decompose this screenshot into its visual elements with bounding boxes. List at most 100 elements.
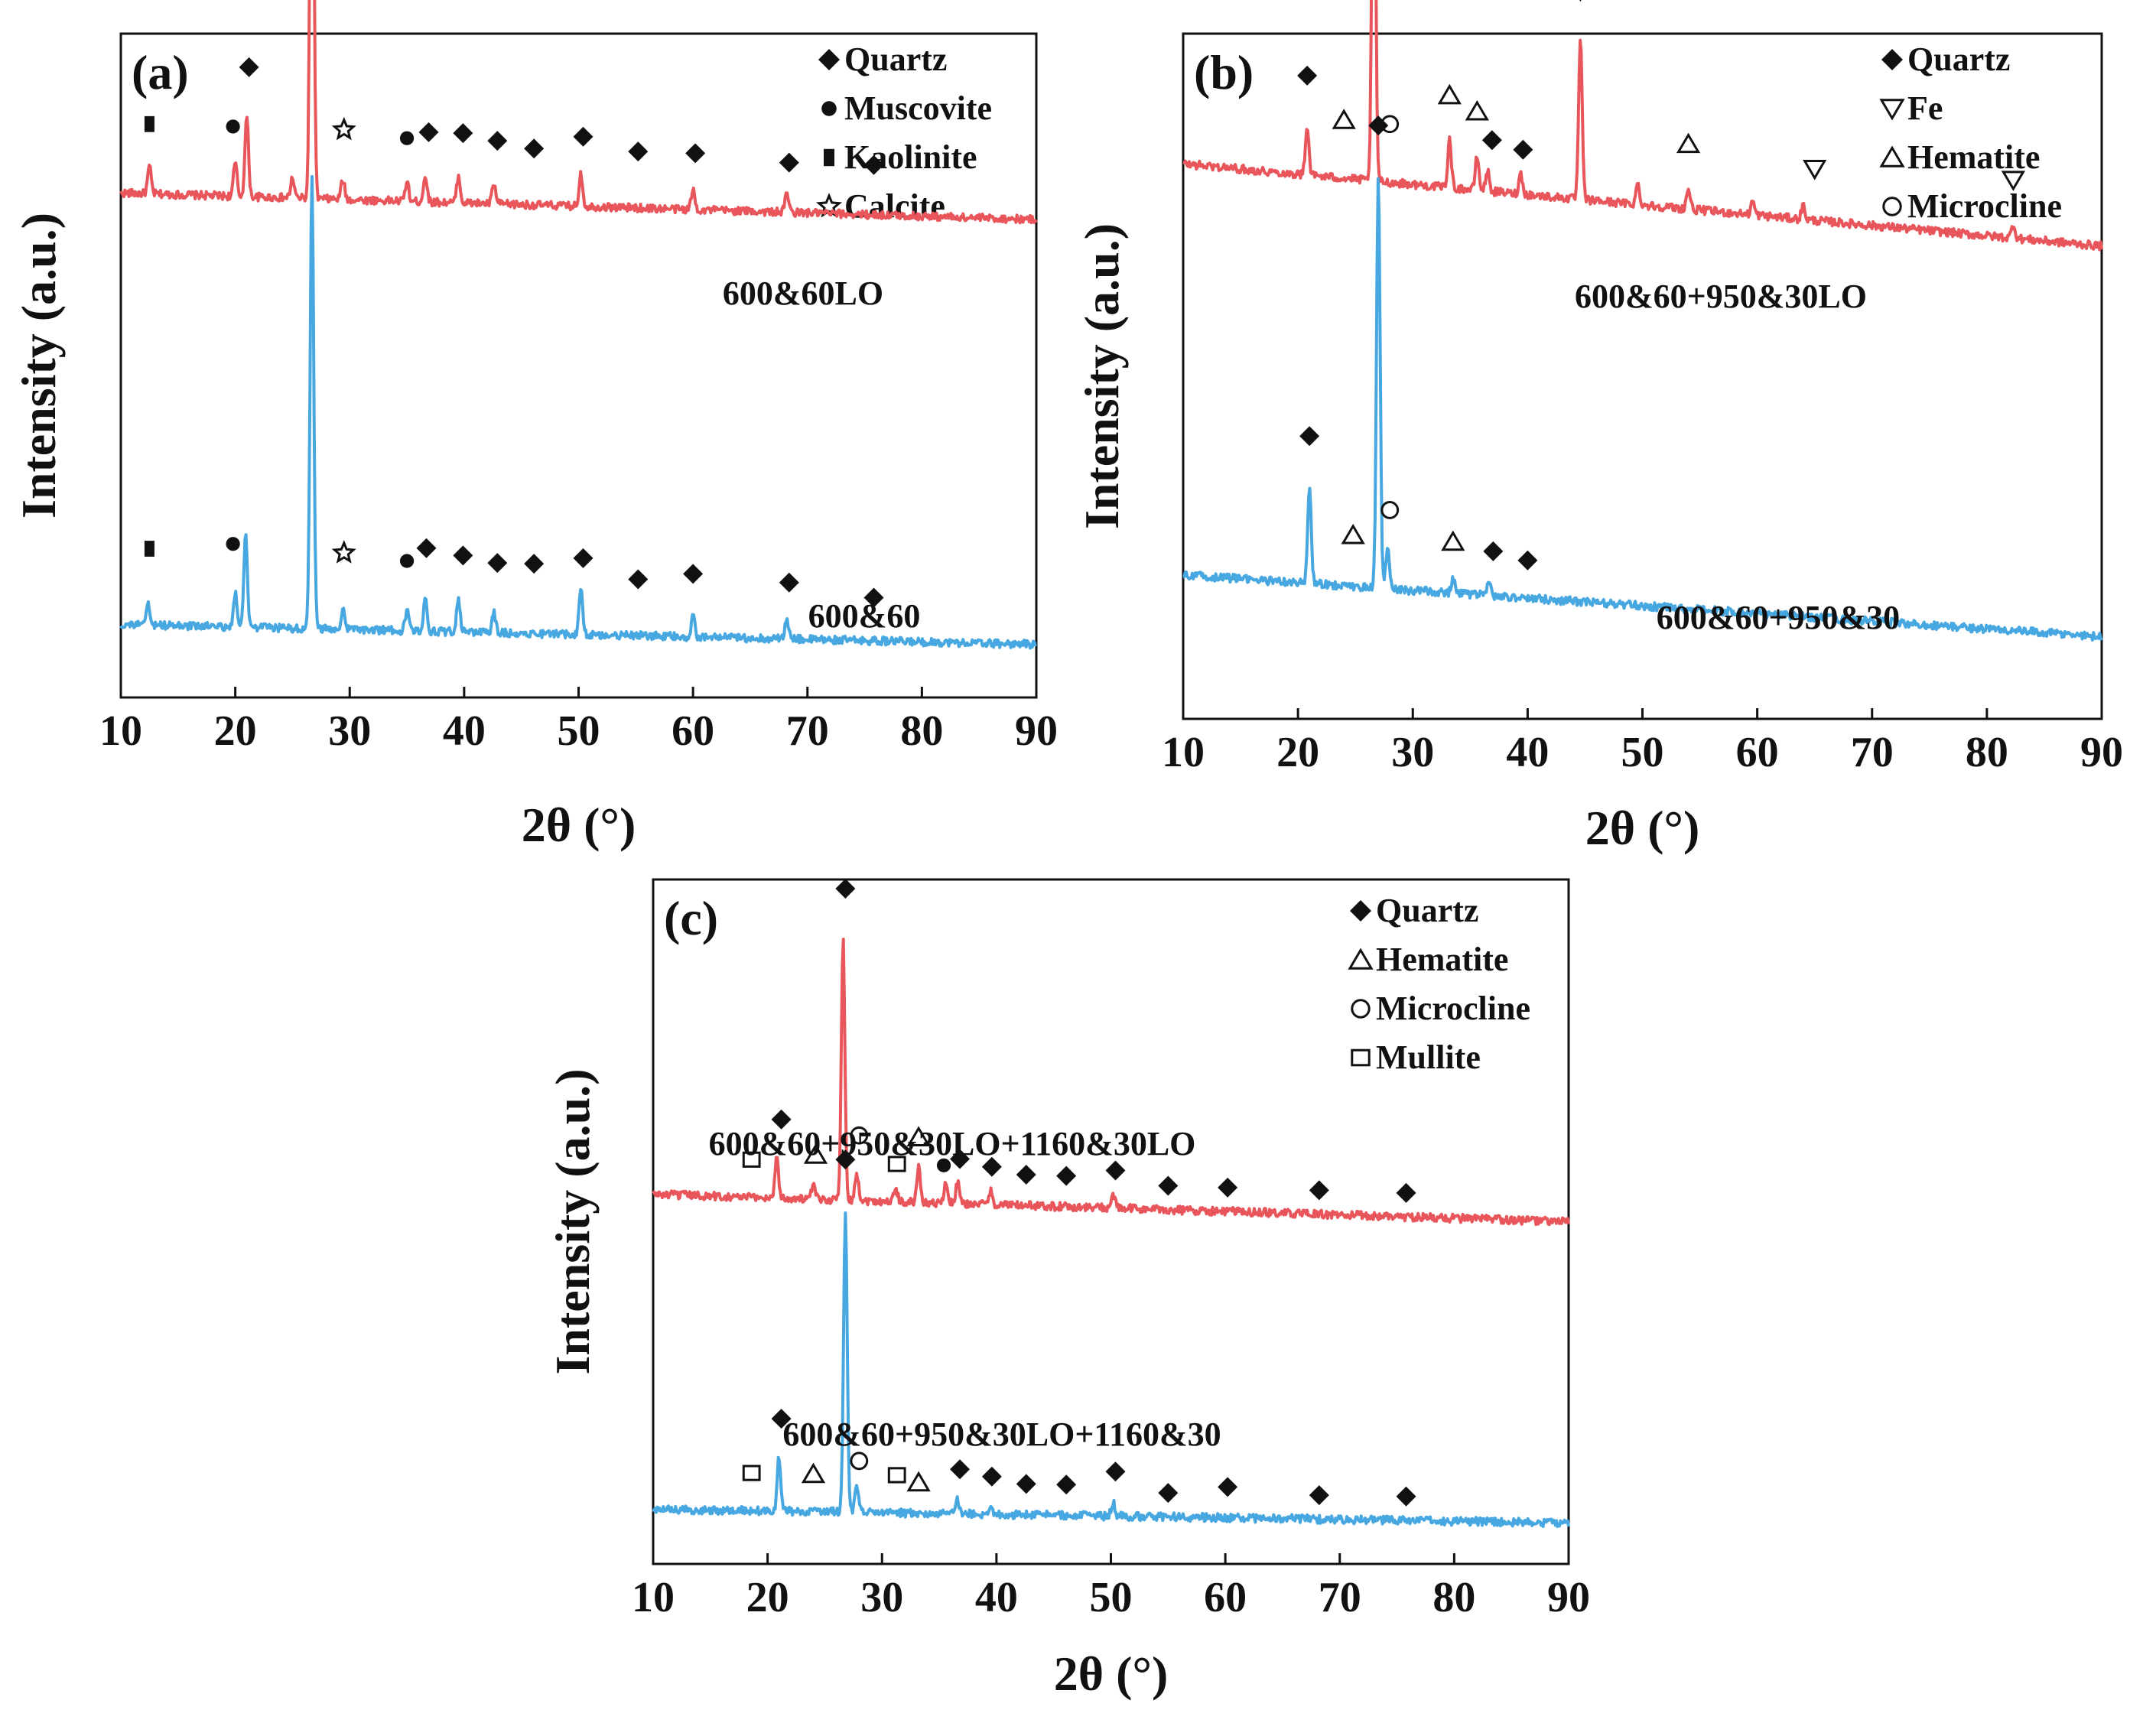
diamond-shape (1396, 1182, 1416, 1203)
series-top: 600&60+950&30LO+1160&30LO (652, 878, 1570, 1227)
quartz-marker-icon (416, 538, 437, 558)
hematite-marker-icon (803, 1143, 828, 1164)
series-bottom: 600&60+950&30LO+1160&30 (652, 1149, 1570, 1529)
box-shape (1351, 1048, 1371, 1067)
quartz-marker-icon (1368, 115, 1389, 136)
quartz-marker-icon (1016, 1474, 1036, 1494)
up-triangle-shape (801, 1462, 826, 1484)
hematite-marker-icon (1332, 109, 1356, 129)
legend: Quartz Fe Hematite Microcline (1879, 41, 2062, 225)
legend-label: Quartz (844, 41, 947, 78)
diamond-shape (524, 138, 545, 159)
quartz-marker-icon (418, 122, 439, 142)
legend-label: Microcline (1376, 990, 1530, 1027)
diamond-shape (1396, 1486, 1416, 1507)
quartz-marker-icon (453, 545, 473, 566)
diamond-shape (628, 569, 649, 590)
quartz-marker-icon (835, 1149, 856, 1170)
ring-shape (850, 1452, 869, 1471)
quartz-marker-icon (1299, 426, 1320, 447)
hematite-marker-icon (1437, 83, 1462, 105)
diamond-shape (628, 141, 649, 162)
quartz-marker-icon (863, 154, 884, 175)
hematite-marker-icon (906, 1471, 931, 1492)
plot-frame (1182, 32, 2103, 720)
x-tick-label: 60 (1736, 729, 1779, 776)
up-triangle-shape (1348, 948, 1374, 970)
x-tick-label: 50 (1090, 1574, 1133, 1621)
ring-shape (850, 1126, 869, 1145)
hematite-marker-icon (1341, 523, 1365, 545)
mullite-marker-icon (887, 1156, 906, 1172)
x-tick-label: 90 (1015, 707, 1058, 755)
diamond-shape (1513, 139, 1533, 160)
xrd-panel-c: 10 20 30 40 50 60 70 80 90 2θ (°) Intensity (a.u.)… (545, 878, 1590, 1701)
fe-marker-icon (1879, 99, 1905, 121)
box-shape (742, 1151, 761, 1168)
legend: Quartz Hematite Microcline Mullite (1348, 892, 1530, 1076)
hematite-marker-icon (906, 1126, 931, 1146)
microcline-marker-icon (850, 1126, 869, 1145)
quartz-marker-icon (835, 878, 856, 899)
quartz-marker-icon (487, 131, 508, 151)
y-axis-title: Intensity (a.u.) (11, 213, 66, 519)
quartz-marker-icon (1105, 1461, 1126, 1482)
diamond-shape (487, 131, 508, 151)
quartz-marker-icon (573, 548, 593, 568)
plot-frame (652, 878, 1570, 1565)
x-tick-label: 90 (1547, 1574, 1590, 1621)
xrd-pattern-line (119, 0, 1038, 225)
mullite-marker-icon (1351, 1048, 1371, 1067)
quartz-marker-icon (487, 553, 508, 574)
quartz-marker-icon (1309, 1485, 1329, 1506)
fe-marker-icon (2001, 171, 2026, 191)
hematite-marker-icon (1441, 530, 1465, 551)
calcite-marker-icon (331, 116, 356, 141)
x-tick-label: 30 (328, 707, 371, 755)
x-axis-title: 2θ (°) (1585, 801, 1700, 855)
x-axis-title: 2θ (°) (1054, 1647, 1169, 1701)
diamond-shape (573, 548, 593, 568)
x-tick-label: 10 (632, 1574, 675, 1621)
x-tick-label: 70 (1319, 1574, 1361, 1621)
diamond-shape (779, 152, 799, 173)
kaolinite-marker-icon (144, 115, 154, 132)
x-tick-label: 80 (1432, 1574, 1475, 1621)
xrd-pattern-line (652, 1211, 1570, 1529)
series-top: 600&60LO (119, 0, 1038, 312)
quartz-marker-icon (1218, 1177, 1238, 1198)
x-tick-label: 20 (214, 707, 257, 755)
down-triangle-shape (1803, 160, 1827, 180)
square-shape (144, 541, 154, 557)
quartz-marker-icon (981, 1156, 1002, 1177)
diamond-shape (1056, 1474, 1077, 1495)
muscovite-marker-icon (226, 119, 240, 134)
quartz-marker-icon (949, 1459, 970, 1480)
x-tick-label: 60 (1204, 1574, 1247, 1621)
phase-markers (742, 878, 1416, 1203)
mullite-marker-icon (887, 1467, 906, 1484)
diamond-shape (863, 587, 884, 608)
diamond-shape (573, 126, 593, 147)
series-label: 600&60+950&30LO (1575, 278, 1867, 315)
diamond-shape (863, 154, 884, 175)
phase-markers (742, 1149, 1416, 1507)
fe-marker-icon (1803, 160, 1827, 180)
x-tick-label: 10 (99, 707, 142, 755)
x-tick-label: 70 (1851, 729, 1894, 776)
diamond-shape (1350, 900, 1371, 922)
diamond-shape (487, 553, 508, 574)
diamond-shape (683, 564, 704, 584)
quartz-marker-icon (239, 57, 259, 77)
legend-label: Hematite (1376, 941, 1508, 978)
xrd-pattern-line (119, 174, 1037, 650)
x-tick-label: 20 (1276, 729, 1319, 776)
x-tick-label: 90 (2080, 729, 2123, 776)
microcline-marker-icon (1351, 999, 1371, 1019)
quartz-marker-icon (1056, 1165, 1077, 1186)
xrd-panel-a: 10 20 30 40 50 60 70 80 90 2θ (°) Intensity (a.u.)… (11, 0, 1058, 852)
dot-shape (936, 1158, 951, 1172)
up-triangle-shape (803, 1143, 828, 1164)
quartz-marker-icon (628, 141, 649, 162)
